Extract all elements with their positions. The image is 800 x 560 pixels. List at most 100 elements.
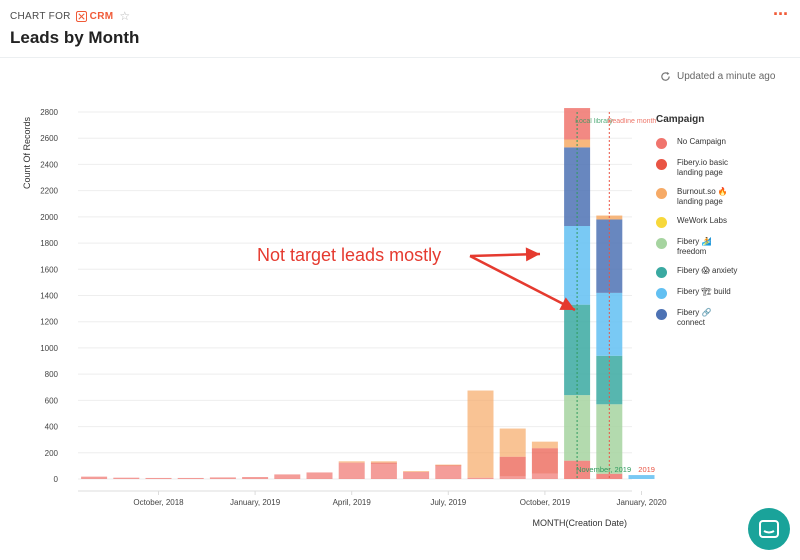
bar-segment[interactable] [338,461,365,463]
y-tick-label: 1400 [40,292,58,301]
x-tick-label: October, 2019 [520,498,571,507]
y-tick-label: 2000 [40,213,58,222]
bar-segment[interactable] [531,441,558,449]
legend-swatch [656,309,667,320]
annotation-arrows [469,247,576,312]
bar-segment[interactable] [628,475,655,479]
legend: Campaign No Campaign Fibery.io basic land… [650,114,790,337]
crm-app-icon [75,10,87,22]
y-tick-label: 1200 [40,318,58,327]
bar-segment[interactable] [370,463,397,479]
bar-segment[interactable] [467,390,494,478]
x-tick-label: July, 2019 [430,498,466,507]
legend-label: WeWork Labs [677,216,727,225]
legend-item[interactable]: Fibery.io basic landing page [656,158,790,178]
refresh-status[interactable]: Updated a minute ago [660,71,775,82]
bar-segment[interactable] [596,404,623,474]
bar-segment[interactable] [531,448,558,474]
legend-swatch [656,238,667,249]
chart-header: CHART FOR CRM ☆ Leads by Month ··· [0,0,800,58]
breadcrumb-prefix: CHART FOR [10,10,71,22]
legend-items: No Campaign Fibery.io basic landing page B… [650,137,790,328]
bar-segment[interactable] [242,477,269,479]
legend-item[interactable]: No Campaign [656,137,790,149]
x-axis-title: MONTH(Creation Date) [532,518,627,528]
refresh-icon [661,71,670,81]
page-title: Leads by Month [10,28,140,47]
y-tick-label: 1000 [40,344,58,353]
legend-label: Burnout.so 🔥 landing page [677,187,728,206]
x-tick-label: January, 2020 [616,498,667,507]
bar-segment[interactable] [403,471,430,472]
bar-segment[interactable] [209,477,236,479]
legend-item[interactable]: Fibery 🏄 freedom [656,237,790,257]
bar-segment[interactable] [435,465,462,479]
annotation-arrow [469,254,576,312]
y-tick-label: 200 [45,449,59,458]
legend-swatch [656,188,667,199]
bar-segment[interactable] [435,465,462,467]
legend-label: Fibery 😱 anxiety [677,266,738,275]
bar-segment[interactable] [564,139,591,148]
reference-date-label-2: 2019 [638,465,655,474]
annotation-text: Not target leads mostly [257,245,441,265]
bar-segment[interactable] [338,462,365,479]
bar-segment[interactable] [403,471,430,479]
y-tick-label: 2400 [40,160,58,169]
y-tick-label: 400 [45,423,59,432]
bar-segment[interactable] [499,456,526,477]
y-tick-label: 2200 [40,187,58,196]
y-tick-label: 2800 [40,108,58,117]
legend-label: Fibery 🔗 connect [677,308,712,327]
bar-segment[interactable] [177,477,204,479]
legend-label: Fibery.io basic landing page [677,158,728,177]
legend-label: No Campaign [677,137,726,146]
breadcrumb: CHART FOR CRM ☆ [10,9,130,23]
bar-segment[interactable] [306,472,333,479]
x-tick-label: April, 2019 [333,498,372,507]
bar-segment[interactable] [531,473,558,479]
bar-segment[interactable] [564,147,591,227]
bar-segment[interactable] [113,477,140,479]
y-tick-label: 1800 [40,239,58,248]
bar-segment[interactable] [145,477,172,479]
app-link[interactable]: CRM [89,10,114,22]
bars-layer [81,108,655,479]
bar-segment[interactable] [370,462,397,464]
legend-label: Fibery 🏄 freedom [677,237,712,256]
chat-button[interactable] [748,508,790,550]
y-tick-label: 600 [45,396,59,405]
more-menu-button[interactable]: ··· [773,4,789,24]
bar-segment[interactable] [499,476,526,479]
bar-segment[interactable] [274,474,301,479]
bar-segment[interactable] [435,464,462,466]
legend-swatch [656,288,667,299]
reference-date-label: November, 2019 [576,465,631,474]
legend-item[interactable]: Fibery 😱 anxiety [656,266,790,278]
legend-item[interactable]: Fibery 🔗 connect [656,308,790,328]
x-tick-label: January, 2019 [230,498,281,507]
legend-swatch [656,217,667,228]
bar-segment[interactable] [370,461,397,463]
bar-segment[interactable] [81,476,108,479]
y-axis-labels: 0 200 400 600 800 1000 1200 1400 1600 1800 2000 220… [40,108,58,484]
star-icon[interactable]: ☆ [119,9,131,23]
chat-icon [759,520,779,538]
bar-segment[interactable] [467,477,494,479]
legend-item[interactable]: Burnout.so 🔥 landing page [656,187,790,207]
x-axis-labels: October, 2018 January, 2019 April, 2019 Jul… [133,491,667,507]
legend-item[interactable]: Fibery 🏗 build [656,287,790,299]
annotation-arrowhead [525,247,540,262]
bar-segment[interactable] [499,428,526,457]
annotation-arrowhead [559,297,575,310]
legend-label: Fibery 🏗 build [677,287,731,296]
legend-swatch [656,159,667,170]
y-axis-title: Count Of Records [22,116,32,189]
legend-swatch [656,138,667,149]
legend-item[interactable]: WeWork Labs [656,216,790,228]
y-tick-label: 0 [54,475,59,484]
legend-swatch [656,267,667,278]
legend-title: Campaign [656,114,705,125]
